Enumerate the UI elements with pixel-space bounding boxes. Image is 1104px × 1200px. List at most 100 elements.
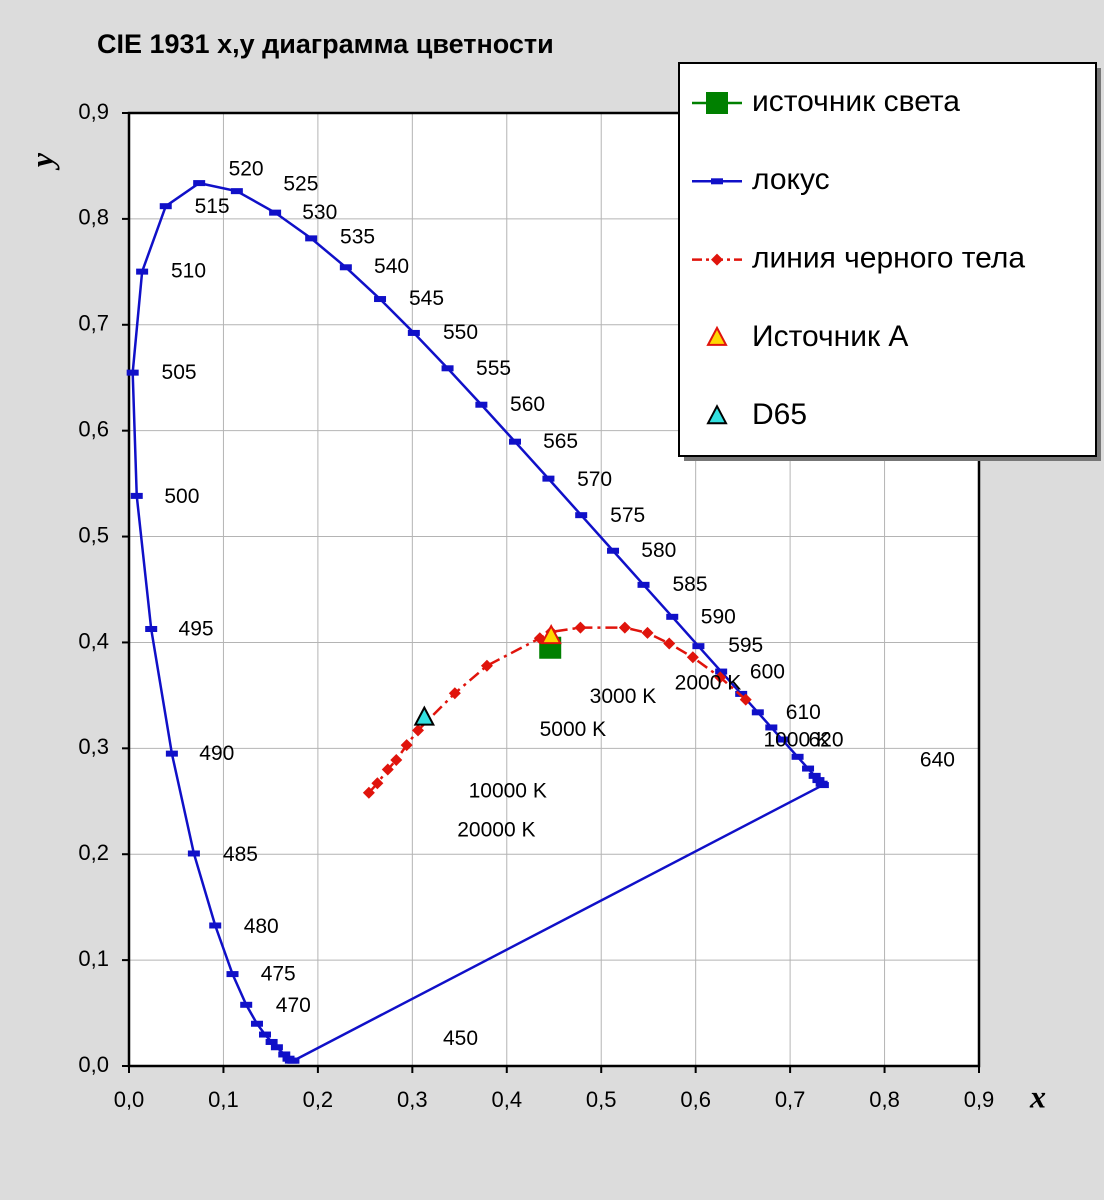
marker [735,690,748,697]
x-tick-label: 0,1 [208,1087,239,1112]
marker [145,625,158,632]
annotation: 520 [229,158,264,181]
annotation: 470 [276,994,311,1017]
marker [508,438,521,445]
annotation: 5000 K [540,718,607,741]
annotation: 530 [302,201,337,224]
legend-box [678,62,1097,457]
marker [714,671,727,684]
marker [126,369,139,376]
legend-marker [711,178,723,185]
marker [282,1055,295,1062]
marker [448,687,461,700]
marker [209,922,222,929]
marker [765,724,778,731]
annotation: 570 [577,468,612,491]
marker [812,777,825,784]
closing-line [292,783,824,1062]
legend-label: Источник A [752,320,908,353]
marks [126,180,829,1064]
marker [165,750,178,757]
marker [230,188,243,195]
annotation: 595 [728,634,763,657]
marker [776,736,789,743]
marker [663,637,676,650]
marker [637,581,650,588]
marker [686,651,699,664]
marker [641,626,654,639]
annotation: 535 [340,225,375,248]
annotation: 3000 K [590,685,657,708]
marker [791,753,804,760]
y-tick-label: 0,0 [78,1052,109,1077]
annotation: 2000 K [675,671,742,694]
x-axis-label: x [1029,1078,1046,1114]
annotation: 540 [374,255,409,278]
marker [305,235,318,242]
chart-title: CIE 1931 x,y диаграмма цветности [97,29,554,59]
marker [339,264,352,271]
y-tick-label: 0,7 [78,311,109,336]
y-tick-label: 0,5 [78,522,109,547]
marker [374,296,387,303]
annotation: 555 [476,357,511,380]
legend-marker [706,404,728,425]
marker [540,623,562,645]
legend-marker [706,92,728,114]
marker [371,777,384,790]
annotation: 580 [641,539,676,562]
marker [480,659,493,672]
x-tick-label: 0,0 [114,1087,145,1112]
annotation: 1000 K [763,728,830,751]
x-tick-label: 0,5 [586,1087,617,1112]
marker [259,1031,271,1038]
marker [187,850,200,857]
marker [226,971,239,978]
marker [542,475,555,482]
x-tick-label: 0,6 [680,1087,711,1112]
legend-label: локус [752,163,830,196]
legend: источник света локус линия черного тела Ист… [678,62,1101,461]
y-axis-label: y [23,152,59,171]
annotation: 510 [171,259,206,282]
annotation: 515 [195,195,230,218]
marker [270,1044,283,1051]
annotation: 545 [409,287,444,310]
marker [715,668,728,675]
y-tick-label: 0,6 [78,416,109,441]
marker [278,1051,291,1058]
marker [692,643,705,650]
x-tick-label: 0,7 [775,1087,806,1112]
annotation: 590 [701,606,736,629]
annotation: 620 [808,728,843,751]
annotation: 490 [199,742,234,765]
legend-label: D65 [752,398,807,431]
marker [808,772,821,779]
annotation: 500 [164,485,199,508]
y-tick-label: 0,4 [78,628,109,653]
y-tick-label: 0,2 [78,840,109,865]
marker [265,1038,278,1045]
annotation: 600 [750,661,785,684]
x-tick-label: 0,4 [491,1087,522,1112]
marker [607,547,620,554]
marker [751,709,764,716]
annotation: 10000 K [469,779,547,802]
marker [362,786,375,799]
marker [574,621,587,634]
annotation: 575 [610,504,645,527]
marker [618,621,631,634]
marker [193,180,206,187]
marker [390,753,403,766]
legend-marker [711,253,723,266]
legend-marker [706,325,728,346]
annotation: 560 [510,393,545,416]
annotation: 640 [920,749,955,772]
marker [400,739,413,752]
marker [381,763,394,776]
x-tick-label: 0,9 [964,1087,995,1112]
marker [130,492,143,499]
marker [240,1001,253,1008]
annotation: 450 [443,1027,478,1050]
